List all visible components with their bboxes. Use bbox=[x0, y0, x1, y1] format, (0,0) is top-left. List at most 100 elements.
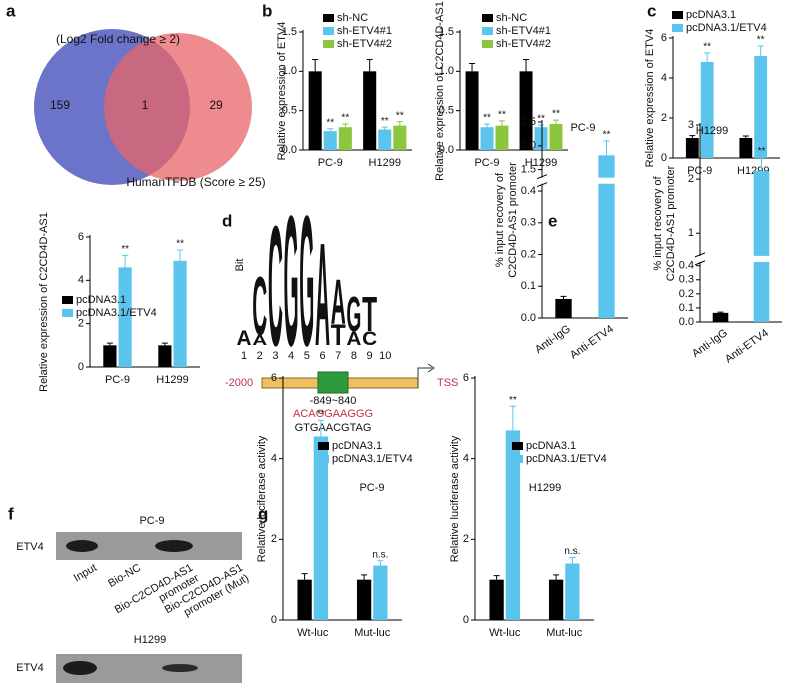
significance-label: ** bbox=[381, 116, 389, 127]
panel-label: g bbox=[258, 504, 268, 523]
significance-label: ** bbox=[498, 110, 506, 121]
legend-swatch bbox=[323, 14, 334, 22]
legend-swatch bbox=[62, 309, 73, 317]
logo-letter: A bbox=[315, 213, 330, 377]
bar bbox=[685, 138, 699, 158]
bar bbox=[753, 171, 770, 322]
y-tick-label: 1.5 bbox=[521, 163, 536, 175]
x-tick-label: Anti-IgG bbox=[533, 323, 573, 356]
error-bar bbox=[366, 59, 373, 72]
blot-band bbox=[162, 664, 198, 672]
bar bbox=[712, 312, 729, 322]
bar bbox=[505, 430, 521, 620]
legend-label: sh-NC bbox=[496, 12, 527, 24]
y-tick-label: 2.0 bbox=[521, 140, 536, 152]
y-tick-label: 1 bbox=[688, 227, 694, 239]
error-bar bbox=[757, 45, 764, 56]
significance-label: ** bbox=[703, 42, 711, 53]
bar bbox=[480, 127, 494, 150]
panel-label: f bbox=[8, 504, 14, 523]
y-tick-label: 6 bbox=[661, 32, 667, 44]
legend-swatch bbox=[323, 27, 334, 35]
error-bar bbox=[689, 135, 696, 138]
blot-band bbox=[66, 540, 98, 552]
y-tick-label: 1.5 bbox=[439, 26, 454, 38]
chart-title: PC-9 bbox=[359, 482, 384, 494]
bar bbox=[465, 71, 479, 150]
site-label: -849~840 bbox=[310, 395, 357, 407]
y-tick-label: 6 bbox=[78, 231, 84, 243]
panel-label: b bbox=[262, 1, 272, 20]
error-bar bbox=[106, 342, 113, 346]
bar bbox=[549, 124, 563, 150]
error-bar bbox=[327, 128, 334, 132]
y-axis-label: Relative expression of ETV4 bbox=[276, 22, 288, 161]
bar bbox=[297, 579, 312, 620]
bar bbox=[739, 138, 753, 158]
x-tick-label: 7 bbox=[335, 350, 341, 362]
significance-label: ** bbox=[483, 113, 491, 124]
x-tick-label: Anti-ETV4 bbox=[723, 327, 771, 366]
logo-letter: C bbox=[362, 329, 377, 350]
bar bbox=[313, 436, 329, 620]
y-tick-label: 0.4 bbox=[679, 260, 694, 272]
legend-swatch bbox=[482, 40, 493, 48]
y-tick-label: 0.0 bbox=[282, 144, 297, 156]
axis-break bbox=[536, 177, 628, 184]
x-tick-label: 10 bbox=[379, 350, 391, 362]
y-axis-label: Relative luciferase activity bbox=[256, 435, 268, 562]
blot-title: H1299 bbox=[134, 634, 166, 646]
axis-break bbox=[694, 255, 782, 262]
legend-label: sh-ETV4#2 bbox=[496, 38, 551, 50]
error-bar bbox=[469, 62, 476, 72]
x-tick-label: PC-9 bbox=[105, 374, 130, 386]
significance-label: n.s. bbox=[564, 546, 580, 557]
y-tick-label: 0 bbox=[78, 361, 84, 373]
legend-swatch bbox=[323, 40, 334, 48]
bar bbox=[158, 345, 172, 367]
chart-title: H1299 bbox=[529, 482, 561, 494]
logo-letter: T bbox=[362, 288, 377, 342]
error-bar bbox=[704, 52, 711, 62]
y-axis-label: % input recovery of bbox=[494, 172, 506, 267]
y-tick-label: 0.0 bbox=[679, 316, 694, 328]
significance-label: ** bbox=[603, 130, 611, 141]
legend-swatch bbox=[62, 296, 73, 304]
bar bbox=[548, 579, 564, 620]
y-tick-label: 3 bbox=[688, 119, 694, 131]
bar bbox=[323, 131, 337, 150]
significance-label: ** bbox=[396, 110, 404, 121]
bar bbox=[308, 71, 322, 150]
x-tick-label: 8 bbox=[351, 350, 357, 362]
significance-label: ** bbox=[317, 409, 325, 420]
x-tick-label: PC-9 bbox=[474, 157, 499, 169]
y-axis-label: % input recovery of bbox=[652, 175, 664, 270]
logo-letter: A bbox=[252, 332, 267, 348]
y-axis-label: Relative luciferase activity bbox=[449, 435, 461, 562]
x-tick-label: Mut-luc bbox=[546, 627, 583, 639]
error-bar bbox=[317, 419, 324, 437]
legend-swatch bbox=[512, 455, 523, 463]
x-tick-label: 5 bbox=[304, 350, 310, 362]
chart-title: PC-9 bbox=[570, 122, 595, 134]
significance-label: ** bbox=[121, 244, 129, 255]
set-circle bbox=[104, 33, 252, 181]
logo-letter: A bbox=[237, 327, 252, 350]
error-bar bbox=[560, 295, 567, 299]
binding-site bbox=[317, 371, 349, 394]
y-tick-label: 1.0 bbox=[439, 65, 454, 77]
y-tick-label: 6 bbox=[271, 372, 277, 384]
x-tick-label: Wt-luc bbox=[297, 627, 329, 639]
legend-label: pcDNA3.1/ETV4 bbox=[686, 22, 767, 34]
legend-label: pcDNA3.1/ETV4 bbox=[526, 453, 607, 465]
venn-count: 29 bbox=[209, 98, 223, 112]
set-label: (Log2 Fold change ≥ 2) bbox=[56, 32, 180, 46]
error-bar bbox=[498, 120, 505, 126]
significance-label: ** bbox=[176, 239, 184, 250]
legend-label: pcDNA3.1/ETV4 bbox=[76, 307, 157, 319]
tss-arrow-head bbox=[427, 363, 435, 373]
lane-label-line: Input bbox=[72, 562, 99, 585]
error-bar bbox=[552, 119, 559, 125]
y-tick-label: 1.5 bbox=[282, 26, 297, 38]
